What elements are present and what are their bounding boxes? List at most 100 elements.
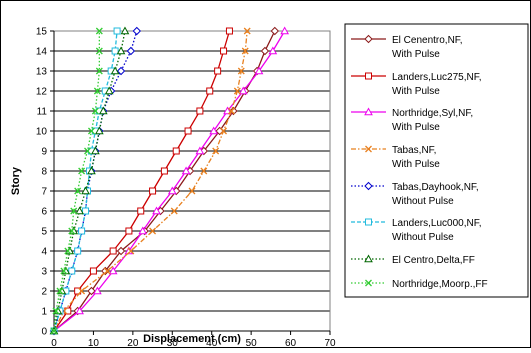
x-axis-label: Displacement (cm) xyxy=(143,333,241,345)
legend-label: Landers,Luc000,NF, xyxy=(392,218,482,229)
data-point xyxy=(93,286,102,295)
legend-box xyxy=(344,23,529,298)
series-3 xyxy=(49,26,290,335)
data-point xyxy=(82,207,90,215)
data-point xyxy=(64,307,72,315)
data-point xyxy=(365,218,372,226)
series-8 xyxy=(50,27,103,335)
data-point xyxy=(364,254,373,263)
data-point xyxy=(223,106,232,115)
legend-entry: Landers,Luc000,NF, Without Pulse xyxy=(351,218,482,243)
series-line xyxy=(53,30,138,332)
data-point xyxy=(237,67,245,75)
data-point xyxy=(364,34,373,44)
data-point xyxy=(120,26,130,35)
data-point xyxy=(108,266,118,275)
data-point xyxy=(74,247,82,255)
data-point xyxy=(149,187,157,195)
data-point xyxy=(109,247,117,255)
data-point xyxy=(64,247,72,255)
legend-label: Landers,Luc275,NF, xyxy=(392,72,482,83)
x-tick-label: 50 xyxy=(246,338,258,348)
data-point xyxy=(152,206,161,215)
y-tick-label: 7 xyxy=(41,187,47,198)
series-line xyxy=(53,30,286,332)
x-tick-label: 0 xyxy=(51,338,57,348)
x-tick-label: 60 xyxy=(285,338,297,348)
y-tick-label: 0 xyxy=(41,327,47,338)
data-point xyxy=(260,46,270,56)
legend-label: With Pulse xyxy=(392,86,440,97)
data-point xyxy=(184,127,192,135)
y-tick-label: 13 xyxy=(36,67,48,78)
data-point xyxy=(254,66,264,75)
data-point xyxy=(116,46,126,55)
data-point xyxy=(365,72,372,80)
data-point xyxy=(225,27,233,35)
data-point xyxy=(93,87,101,95)
series-line xyxy=(53,30,248,332)
legend-label: With Pulse xyxy=(392,159,440,170)
y-tick-label: 10 xyxy=(36,127,48,138)
data-point xyxy=(188,187,196,195)
legend-label: With Pulse xyxy=(392,122,440,133)
legend-label: With Pulse xyxy=(392,49,440,60)
legend-label: Northridge,Moorp.,FF xyxy=(392,279,488,290)
data-point xyxy=(238,86,248,95)
data-point xyxy=(214,67,222,75)
x-tick-label: 30 xyxy=(167,338,179,348)
data-point xyxy=(233,87,241,95)
data-point xyxy=(167,186,177,195)
data-point xyxy=(149,227,157,235)
data-point xyxy=(212,147,220,155)
data-point xyxy=(78,287,86,295)
data-point xyxy=(113,27,121,35)
x-tick-label: 70 xyxy=(324,338,336,348)
y-axis-label: Story xyxy=(10,166,22,195)
data-point xyxy=(91,146,100,155)
data-point xyxy=(160,167,168,175)
data-point xyxy=(52,307,60,315)
data-point xyxy=(365,145,372,153)
data-point xyxy=(75,306,84,315)
y-tick-label: 1 xyxy=(41,307,47,318)
legend-label: El Cenentro,NF, xyxy=(392,35,463,46)
legend-entry: Northridge,Syl,NF, With Pulse xyxy=(351,107,473,133)
data-point xyxy=(98,106,108,115)
data-point xyxy=(74,187,82,195)
x-tick-label: 10 xyxy=(88,338,100,348)
y-tick-label: 15 xyxy=(36,27,48,38)
data-point xyxy=(227,107,235,115)
data-point xyxy=(89,267,97,275)
data-point xyxy=(116,246,126,256)
legend-entry: Tabas,Dayhook,NF, Without Pulse xyxy=(351,181,479,207)
data-point xyxy=(364,107,373,116)
y-tick-label: 4 xyxy=(41,247,47,258)
y-tick-label: 6 xyxy=(41,207,47,218)
legend-entry: El Cenentro,NF, With Pulse xyxy=(351,34,463,60)
data-point xyxy=(95,67,103,75)
data-point xyxy=(94,126,104,135)
data-point xyxy=(111,47,119,55)
data-point xyxy=(181,166,191,175)
legend-entry: El Centro,Delta,FF xyxy=(351,254,475,266)
y-tick-label: 12 xyxy=(36,87,48,98)
data-point xyxy=(78,167,86,175)
data-point xyxy=(74,287,82,295)
y-tick-label: 14 xyxy=(36,47,48,58)
legend-label: Without Pulse xyxy=(392,232,454,243)
y-tick-label: 2 xyxy=(41,287,47,298)
legend-entry: Tabas,NF, With Pulse xyxy=(351,145,440,170)
data-point xyxy=(195,146,205,155)
y-tick-label: 5 xyxy=(41,227,47,238)
data-point xyxy=(50,327,58,335)
data-point xyxy=(200,167,208,175)
data-point xyxy=(220,47,228,55)
data-point xyxy=(209,126,219,135)
data-point xyxy=(70,207,78,215)
legend-label: Tabas,Dayhook,NF, xyxy=(392,182,479,193)
data-point xyxy=(60,267,68,275)
data-point xyxy=(87,286,96,296)
